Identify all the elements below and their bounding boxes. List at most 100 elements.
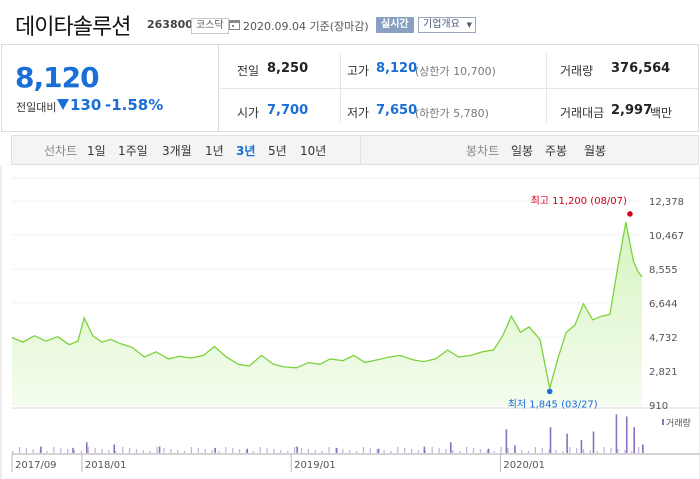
volume-bar <box>214 447 216 453</box>
volume-bar-minor <box>252 451 254 453</box>
volume-bar-minor <box>300 448 303 453</box>
tab-weekly[interactable]: 주봉 <box>545 144 568 158</box>
stats-divider <box>546 53 547 123</box>
upper-limit: (상한가 10,700) <box>415 65 496 78</box>
y-tick-label: 2,821 <box>649 367 678 378</box>
x-tick-label: 2017/09 <box>15 460 57 471</box>
stats-divider <box>220 88 698 89</box>
company-overview-button[interactable]: 기업개요 ▼ <box>418 17 476 33</box>
volume-bar-minor <box>142 450 144 453</box>
volume-bar-minor <box>163 448 165 453</box>
y-tick-label: 8,555 <box>649 265 678 276</box>
change-amount: 130 <box>70 96 102 114</box>
tab-1d[interactable]: 1일 <box>87 144 106 158</box>
calendar-icon <box>229 20 240 30</box>
volume-bar <box>246 448 249 453</box>
volume-bar-minor <box>472 448 475 453</box>
volume-bar-minor <box>445 449 447 453</box>
volume-bar-minor <box>25 448 27 453</box>
low-annotation: 최저 1,845 (03/27) <box>508 398 598 410</box>
tab-3m[interactable]: 3개월 <box>162 144 192 158</box>
price-chart: 최고 11,200 (08/07) 최저 1,845 (03/27) 12,378… <box>0 165 700 479</box>
volume-bar-minor <box>115 451 117 453</box>
volume-bar <box>85 442 88 453</box>
volume-bar-minor <box>266 448 268 453</box>
volume-bar <box>377 448 380 453</box>
volume-bar-minor <box>410 449 413 453</box>
volume-bar-minor <box>280 450 282 453</box>
volume-bar <box>633 427 636 453</box>
volume-bar-minor <box>197 448 199 453</box>
volume-bar <box>580 440 583 453</box>
volume-bar <box>296 446 298 453</box>
tab-5y[interactable]: 5년 <box>268 144 287 158</box>
volume-bar-minor <box>541 448 543 453</box>
volume-bar-minor <box>603 447 605 453</box>
company-overview-label: 기업개요 <box>423 19 460 30</box>
volume-bar-minor <box>424 451 426 453</box>
volume-bar-minor <box>438 448 440 453</box>
volume-bar-minor <box>190 447 193 453</box>
tab-1y[interactable]: 1년 <box>205 144 224 158</box>
volume-bar-minor <box>259 447 261 453</box>
price-box <box>1 44 219 132</box>
volume-bar-minor <box>527 451 530 453</box>
volume-bar-minor <box>500 447 502 453</box>
volume-bar <box>449 442 452 453</box>
tab-daily[interactable]: 일봉 <box>511 144 534 158</box>
volume-bar-minor <box>631 451 633 453</box>
volume-bar-minor <box>32 449 34 453</box>
candle-chart-label: 봉차트 <box>466 144 500 158</box>
prev-close-label: 전일 <box>237 64 260 78</box>
volume-bar-minor <box>53 447 55 453</box>
volume-bar-minor <box>94 448 96 453</box>
stock-code: 263800 <box>147 18 193 31</box>
volume-bar-minor <box>397 447 399 453</box>
volume-bar <box>335 447 338 453</box>
volume-bar-minor <box>493 451 495 453</box>
volume-bar-minor <box>128 448 131 453</box>
volume-bar-minor <box>562 451 564 453</box>
x-tick-label: 2019/01 <box>294 460 336 471</box>
volume-bar-minor <box>73 450 76 453</box>
tab-3y[interactable]: 3년 <box>236 144 256 158</box>
volume-bar-minor <box>232 448 234 453</box>
volume-label: 거래량 <box>560 64 594 78</box>
volume-bar <box>566 433 568 453</box>
volume-value: 376,564 <box>611 61 671 76</box>
market-badge: 코스닥 <box>191 18 229 34</box>
open-label: 시가 <box>237 106 260 120</box>
volume-legend-swatch <box>662 419 664 425</box>
volume-bar <box>113 444 116 453</box>
volume-bar-minor <box>321 451 323 453</box>
x-tick-label: 2020/01 <box>503 460 545 471</box>
volume-bar-minor <box>596 451 598 453</box>
tab-monthly[interactable]: 월봉 <box>584 144 607 158</box>
down-arrow-icon <box>57 99 69 110</box>
volume-bar-minor <box>576 448 578 453</box>
volume-bar-minor <box>218 451 220 453</box>
change-percent: -1.58% <box>105 96 164 114</box>
volume-bar-minor <box>149 451 151 453</box>
volume-bar-minor <box>287 451 289 453</box>
low-marker <box>546 388 553 395</box>
volume-bar-minor <box>362 447 365 453</box>
volume-bar-minor <box>507 448 509 453</box>
volume-bar-minor <box>452 450 454 453</box>
volume-bar-minor <box>12 451 14 453</box>
low-label: 저가 <box>347 106 370 120</box>
trade-value-label: 거래대금 <box>560 106 605 120</box>
period-tab-bar <box>11 135 699 165</box>
tab-10y[interactable]: 10년 <box>300 144 327 158</box>
tab-1w[interactable]: 1주일 <box>118 144 148 158</box>
tab-separator <box>360 135 361 165</box>
volume-bar <box>615 414 618 453</box>
realtime-button[interactable]: 실시간 <box>376 17 414 33</box>
x-tick-label: 2018/01 <box>85 460 127 471</box>
volume-bar <box>642 444 644 453</box>
volume-bar-minor <box>617 449 619 453</box>
volume-bar-minor <box>239 449 241 453</box>
high-value: 8,120 <box>376 61 418 76</box>
volume-bar-minor <box>60 448 62 453</box>
volume-bar-minor <box>349 450 351 453</box>
